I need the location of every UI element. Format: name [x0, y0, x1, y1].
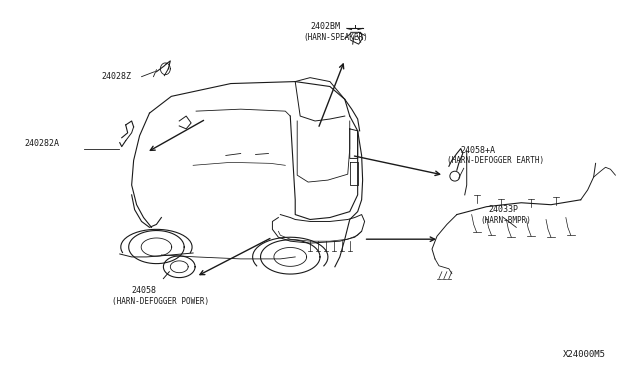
- Text: (HARN-SPEAKER): (HARN-SPEAKER): [303, 33, 368, 42]
- Text: 24033P: 24033P: [488, 205, 518, 214]
- Text: 24058+A: 24058+A: [461, 145, 496, 155]
- Text: (HARN-BMPR): (HARN-BMPR): [481, 215, 531, 225]
- Text: 24028Z: 24028Z: [102, 72, 132, 81]
- Text: 2402BM: 2402BM: [310, 22, 340, 32]
- Text: X24000M5: X24000M5: [563, 350, 606, 359]
- Text: (HARN-DEFOGGER POWER): (HARN-DEFOGGER POWER): [112, 297, 209, 306]
- Text: 240282A: 240282A: [24, 139, 60, 148]
- Text: (HARN-DEFOGGER EARTH): (HARN-DEFOGGER EARTH): [447, 157, 544, 166]
- Text: 24058: 24058: [132, 286, 157, 295]
